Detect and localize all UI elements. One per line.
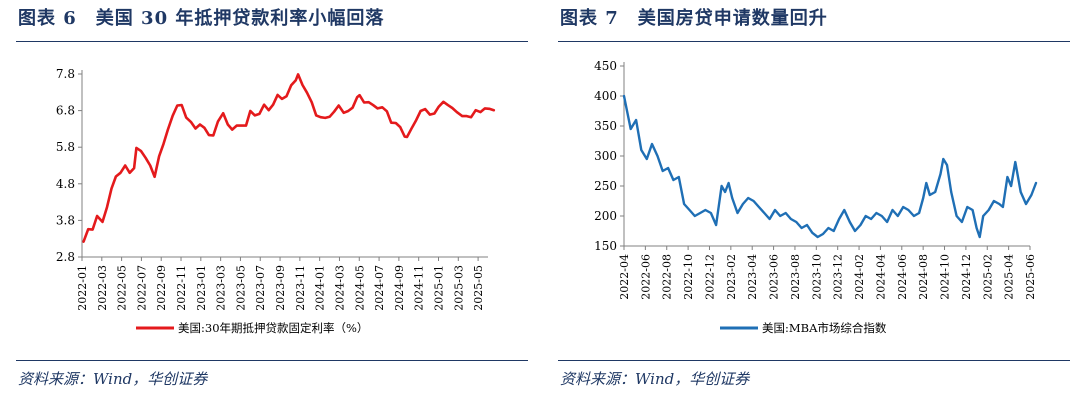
chart-title: 图表 6 美国 30 年抵押贷款利率小幅回落 [18,8,385,29]
x-tick-label: 2024-11 [413,265,426,311]
x-tick-label: 2023-07 [254,265,267,311]
y-tick-label: 4.8 [56,177,75,191]
x-tick-label: 2022-06 [639,254,652,300]
x-tick-label: 2025-01 [432,265,445,311]
x-tick-label: 2024-03 [333,265,346,311]
y-tick-label: 2.8 [56,250,75,264]
y-tick-label: 200 [594,209,617,223]
x-tick-label: 2024-10 [939,254,952,300]
y-tick-label: 150 [594,239,617,253]
y-tick-label: 250 [594,179,617,193]
x-tick-label: 2022-10 [682,254,695,300]
source-rule [558,360,1070,361]
x-tick-label: 2023-01 [195,265,208,311]
x-tick-label: 2023-05 [234,265,247,311]
x-tick-label: 2023-12 [832,254,845,300]
y-tick-label: 7.8 [56,67,75,81]
x-tick-label: 2024-07 [373,265,386,311]
x-tick-label: 2023-11 [294,265,307,311]
legend-label: 美国:30年期抵押贷款固定利率（%） [178,321,368,335]
x-tick-label: 2024-12 [960,254,973,300]
x-tick-label: 2022-11 [175,265,188,311]
x-tick-label: 2025-02 [981,254,994,300]
y-tick-label: 450 [594,59,617,73]
mortgage-rate-chart: 2.8 3.8 4.8 5.8 6.8 7.8 2022-01 2022-03 2022-05 2… [56,67,496,335]
series-line [622,94,1038,239]
x-tick-label: 2023-03 [215,265,228,311]
title-rule [558,41,1070,42]
x-tick-label: 2024-09 [393,265,406,311]
x-tick-label: 2022-05 [116,265,129,311]
x-tick-label: 2023-04 [746,254,759,300]
x-tick-label: 2022-07 [135,265,148,311]
x-tick-label: 2023-10 [810,254,823,300]
x-tick-label: 2023-08 [789,254,802,300]
y-tick-label: 400 [594,89,617,103]
x-tick-label: 2025-04 [1003,254,1016,300]
source-rule [16,360,528,361]
y-tick-label: 6.8 [56,104,75,118]
x-tick-label: 2023-09 [274,265,287,311]
title-rule [16,41,528,42]
x-tick-label: 2022-01 [76,265,89,311]
mba-index-chart: 150 200 250 300 350 400 450 2022-04 2022-06 2022-… [594,59,1038,335]
chart-panel-right: 图表 7 美国房贷申请数量回升 150 200 250 300 350 400 450 202… [552,0,1072,401]
x-tick-label: 2022-12 [703,254,716,300]
x-tick-label: 2022-04 [618,254,631,300]
y-tick-label: 3.8 [56,213,75,227]
x-tick-label: 2024-02 [853,254,866,300]
x-tick-label: 2022-09 [155,265,168,311]
x-tick-label: 2023-02 [725,254,738,300]
x-tick-label: 2025-05 [472,265,485,311]
x-tick-label: 2025-03 [452,265,465,311]
x-tick-label: 2024-08 [917,254,930,300]
x-tick-label: 2024-05 [353,265,366,311]
x-tick-label: 2022-08 [661,254,674,300]
x-tick-label: 2024-04 [874,254,887,300]
x-tick-label: 2022-03 [96,265,109,311]
chart-panel-left: 图表 6 美国 30 年抵押贷款利率小幅回落 2.8 3.8 4.8 5.8 6.8 7.… [10,0,530,401]
source-note: 资料来源：Wind，华创证券 [560,370,750,388]
legend-label: 美国:MBA市场综合指数 [762,321,887,335]
series-line [82,73,496,243]
x-tick-label: 2023-06 [768,254,781,300]
y-tick-label: 300 [594,149,617,163]
y-tick-label: 5.8 [56,140,75,154]
x-tick-label: 2024-06 [896,254,909,300]
x-tick-label: 2024-01 [314,265,327,311]
x-tick-label: 2025-06 [1024,254,1037,300]
y-tick-label: 350 [594,119,617,133]
chart-title: 图表 7 美国房贷申请数量回升 [560,8,828,29]
source-note: 资料来源：Wind，华创证券 [18,370,208,388]
